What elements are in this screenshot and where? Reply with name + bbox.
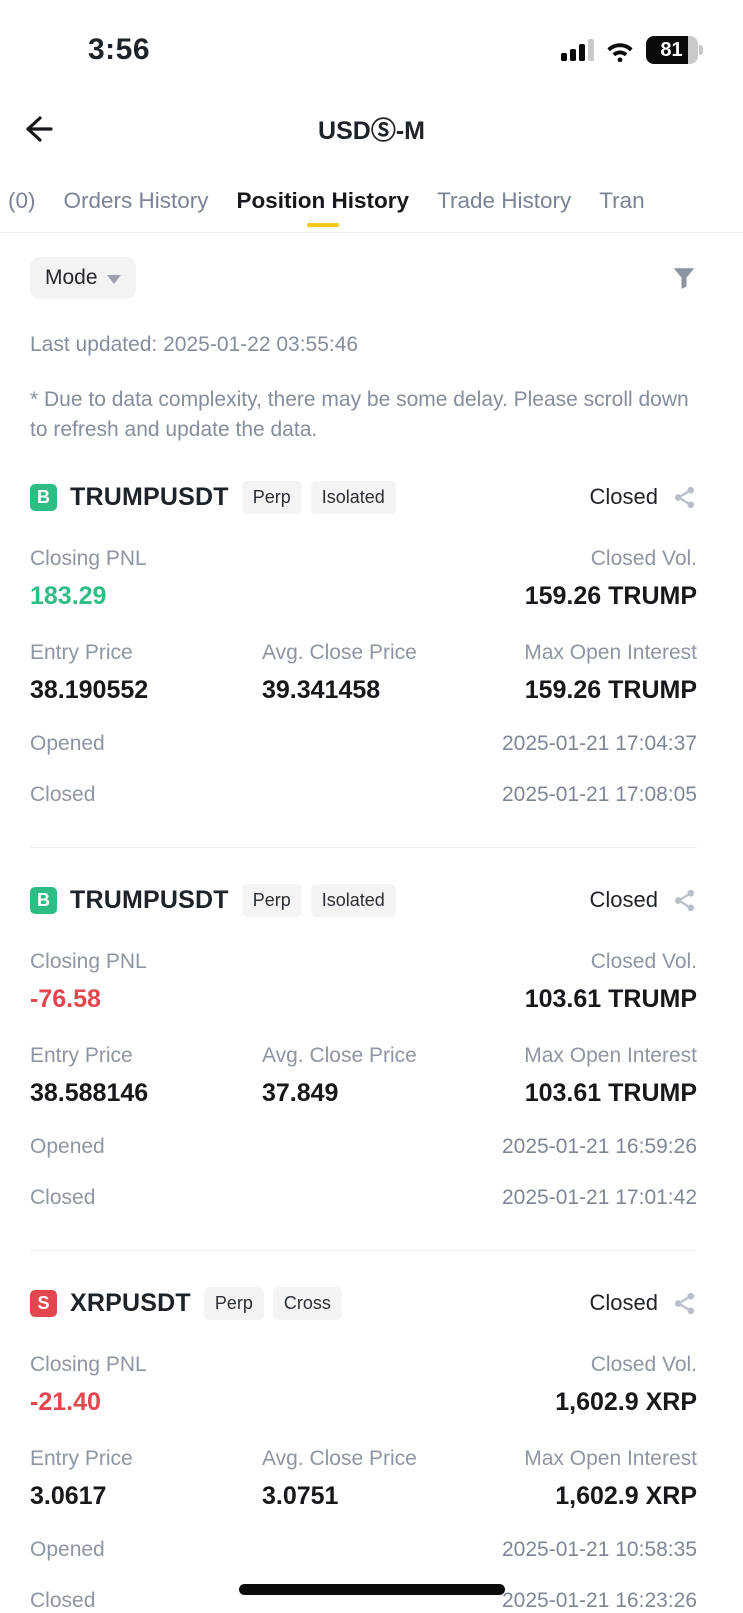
tab-orders-history[interactable]: Orders History: [63, 188, 209, 213]
margin-mode-chip: Cross: [272, 1286, 342, 1320]
avg-close-price-value: 37.849: [262, 1078, 339, 1107]
entry-price-value: 3.0617: [30, 1481, 107, 1510]
closed-vol-label: Closed Vol.: [590, 1352, 697, 1376]
side-badge-sell: S: [30, 1289, 57, 1317]
tab-open-orders-count[interactable]: (0): [8, 188, 36, 213]
avg-close-price-value: 39.341458: [262, 675, 381, 704]
position-card[interactable]: B TRUMPUSDT Perp Isolated Closed Closing…: [30, 480, 697, 848]
filter-toolbar: Mode: [0, 233, 743, 299]
closed-vol-value: 103.61 TRUMP: [524, 984, 697, 1013]
position-card-header: B TRUMPUSDT Perp Isolated Closed: [30, 480, 697, 514]
closed-timestamp: 2025-01-21 16:23:26: [502, 1588, 697, 1612]
closing-pnl-label: Closing PNL: [30, 546, 147, 570]
entry-price-value: 38.190552: [30, 675, 149, 704]
closed-vol-label: Closed Vol.: [590, 546, 697, 570]
closed-label: Closed: [30, 1588, 96, 1612]
status-bar: 3:56 81: [0, 0, 743, 86]
contract-type-chip: Perp: [241, 883, 302, 917]
mode-dropdown-label: Mode: [45, 266, 98, 289]
closed-vol-label: Closed Vol.: [590, 949, 697, 973]
position-card-header: B TRUMPUSDT Perp Isolated Closed: [30, 883, 697, 917]
tab-position-history[interactable]: Position History: [237, 188, 410, 232]
tab-transaction-history[interactable]: Tran: [599, 188, 645, 213]
filter-funnel-icon[interactable]: [671, 265, 697, 291]
chevron-down-icon: [106, 274, 121, 284]
max-open-interest-value: 1,602.9 XRP: [555, 1481, 697, 1510]
margin-mode-chip: Isolated: [310, 480, 396, 514]
closed-vol-value: 159.26 TRUMP: [524, 581, 697, 610]
avg-close-price-label: Avg. Close Price: [262, 640, 417, 664]
position-card[interactable]: S XRPUSDT Perp Cross Closed Closing PNL …: [30, 1286, 697, 1613]
max-open-interest-label: Max Open Interest: [524, 1446, 697, 1470]
max-open-interest-label: Max Open Interest: [524, 1043, 697, 1067]
avg-close-price-value: 3.0751: [262, 1481, 339, 1510]
avg-close-price-label: Avg. Close Price: [262, 1446, 417, 1470]
position-status: Closed: [589, 887, 658, 913]
cellular-signal-icon: [560, 39, 594, 61]
side-badge-buy: B: [30, 483, 57, 511]
opened-label: Opened: [30, 731, 105, 755]
closed-timestamp: 2025-01-21 17:08:05: [502, 782, 697, 806]
page-title: USDⓈ-M: [318, 117, 425, 145]
share-icon[interactable]: [672, 485, 697, 510]
entry-price-value: 38.588146: [30, 1078, 149, 1107]
status-icons: 81: [560, 36, 703, 64]
clock: 3:56: [88, 33, 151, 66]
entry-price-label: Entry Price: [30, 640, 133, 664]
position-status: Closed: [589, 1290, 658, 1316]
position-card[interactable]: B TRUMPUSDT Perp Isolated Closed Closing…: [30, 883, 697, 1251]
closed-timestamp: 2025-01-21 17:01:42: [502, 1185, 697, 1209]
position-history-list: B TRUMPUSDT Perp Isolated Closed Closing…: [0, 480, 743, 1613]
navigation-header: USDⓈ-M: [0, 94, 743, 164]
opened-label: Opened: [30, 1537, 105, 1561]
closed-label: Closed: [30, 782, 96, 806]
share-icon[interactable]: [672, 1291, 697, 1316]
entry-price-label: Entry Price: [30, 1043, 133, 1067]
mode-dropdown[interactable]: Mode: [30, 257, 136, 299]
contract-type-chip: Perp: [203, 1286, 264, 1320]
battery-percent: 81: [645, 36, 698, 64]
opened-timestamp: 2025-01-21 10:58:35: [502, 1537, 697, 1561]
card-divider: [30, 1249, 697, 1251]
tab-bar: (0) Orders History Position History Trad…: [0, 188, 743, 233]
entry-price-label: Entry Price: [30, 1446, 133, 1470]
max-open-interest-value: 103.61 TRUMP: [524, 1078, 697, 1107]
share-icon[interactable]: [672, 888, 697, 913]
battery-icon: 81: [645, 36, 703, 64]
opened-timestamp: 2025-01-21 17:04:37: [502, 731, 697, 755]
tab-trade-history[interactable]: Trade History: [437, 188, 572, 213]
position-card-header: S XRPUSDT Perp Cross Closed: [30, 1286, 697, 1320]
delay-disclaimer-text: * Due to data complexity, there may be s…: [30, 388, 689, 441]
home-indicator[interactable]: [238, 1584, 505, 1595]
symbol-label: TRUMPUSDT: [70, 885, 229, 914]
opened-label: Opened: [30, 1134, 105, 1158]
closing-pnl-value: -21.40: [30, 1387, 101, 1416]
closed-label: Closed: [30, 1185, 96, 1209]
side-badge-buy: B: [30, 886, 57, 914]
card-divider: [30, 846, 697, 848]
opened-timestamp: 2025-01-21 16:59:26: [502, 1134, 697, 1158]
closed-vol-value: 1,602.9 XRP: [555, 1387, 697, 1416]
last-updated-text: Last updated: 2025-01-22 03:55:46: [30, 333, 359, 356]
closing-pnl-label: Closing PNL: [30, 949, 147, 973]
back-arrow-icon[interactable]: [20, 112, 54, 146]
max-open-interest-label: Max Open Interest: [524, 640, 697, 664]
position-status: Closed: [589, 484, 658, 510]
max-open-interest-value: 159.26 TRUMP: [524, 675, 697, 704]
closing-pnl-label: Closing PNL: [30, 1352, 147, 1376]
margin-mode-chip: Isolated: [310, 883, 396, 917]
wifi-icon: [606, 43, 633, 62]
closing-pnl-value: -76.58: [30, 984, 101, 1013]
avg-close-price-label: Avg. Close Price: [262, 1043, 417, 1067]
symbol-label: TRUMPUSDT: [70, 482, 229, 511]
symbol-label: XRPUSDT: [70, 1288, 191, 1317]
closing-pnl-value: 183.29: [30, 581, 107, 610]
contract-type-chip: Perp: [241, 480, 302, 514]
